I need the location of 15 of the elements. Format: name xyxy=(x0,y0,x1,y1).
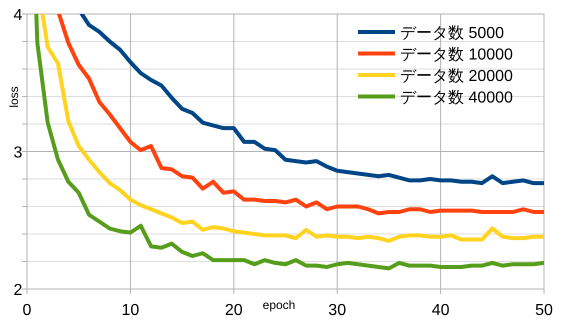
legend-label: データ数 10000 xyxy=(400,46,514,64)
y-tick-label: 3 xyxy=(14,144,23,162)
y-tick-label: 2 xyxy=(14,282,23,299)
y-tick-label: 4 xyxy=(14,7,23,24)
x-tick-label: 30 xyxy=(328,302,346,319)
x-tick-label: 0 xyxy=(22,302,32,319)
legend-label: データ数 5000 xyxy=(400,25,504,42)
x-tick-label: 10 xyxy=(122,302,140,319)
x-axis-title: epoch xyxy=(262,298,296,312)
y-axis-title: loss xyxy=(7,86,21,108)
x-tick-label: 40 xyxy=(432,302,450,319)
legend-label: データ数 40000 xyxy=(400,90,514,106)
x-tick-label: 50 xyxy=(535,302,553,319)
legend-label: データ数 20000 xyxy=(400,68,514,85)
x-tick-label: 20 xyxy=(224,302,243,319)
